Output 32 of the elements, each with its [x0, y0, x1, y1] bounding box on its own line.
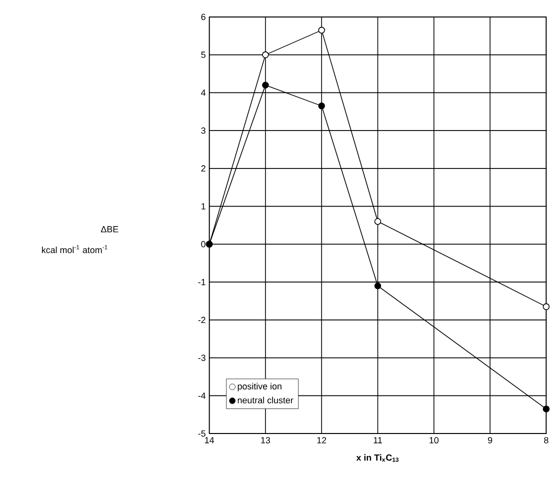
y-tick-label: -5: [198, 430, 206, 436]
point: [374, 218, 382, 225]
point: [262, 51, 269, 58]
text: ΔBE: [100, 226, 118, 232]
y-tick-label: 1: [202, 203, 206, 210]
y-tick-label: -2: [198, 316, 206, 323]
y-tick-label: 3: [201, 127, 206, 134]
point: [318, 26, 325, 34]
x-tick-label: 8: [544, 436, 548, 444]
x-tick-label: 14: [205, 436, 214, 444]
point: [262, 82, 269, 88]
legend-label: neutral cluster: [238, 396, 294, 404]
y-tick-label: 6: [201, 14, 206, 20]
y-tick-label: -1: [198, 278, 206, 285]
point: [542, 405, 550, 412]
text: kcal mol$^{-1}$ atom$^{-1}$: [42, 244, 108, 253]
point: [318, 102, 325, 110]
x-tick-label: 12: [317, 436, 326, 444]
x-tick-label: 9: [488, 436, 492, 444]
x-tick-label: 13: [261, 436, 270, 444]
y-tick-label: 2: [201, 165, 206, 172]
y-tick-label: -4: [198, 392, 206, 399]
x-tick-label: 11: [374, 436, 382, 444]
y-tick-label: 0: [201, 240, 206, 248]
x-axis-title: x in Ti$_{x}$C$_{13}$: [356, 454, 399, 462]
y-tick-label: -3: [198, 354, 206, 361]
y-tick-label: 4: [201, 89, 206, 96]
point: [542, 303, 550, 310]
legend-label: positive ion: [238, 382, 282, 392]
point: [374, 282, 382, 290]
x-tick-label: 10: [430, 436, 439, 444]
y-tick-label: 5: [201, 51, 206, 58]
